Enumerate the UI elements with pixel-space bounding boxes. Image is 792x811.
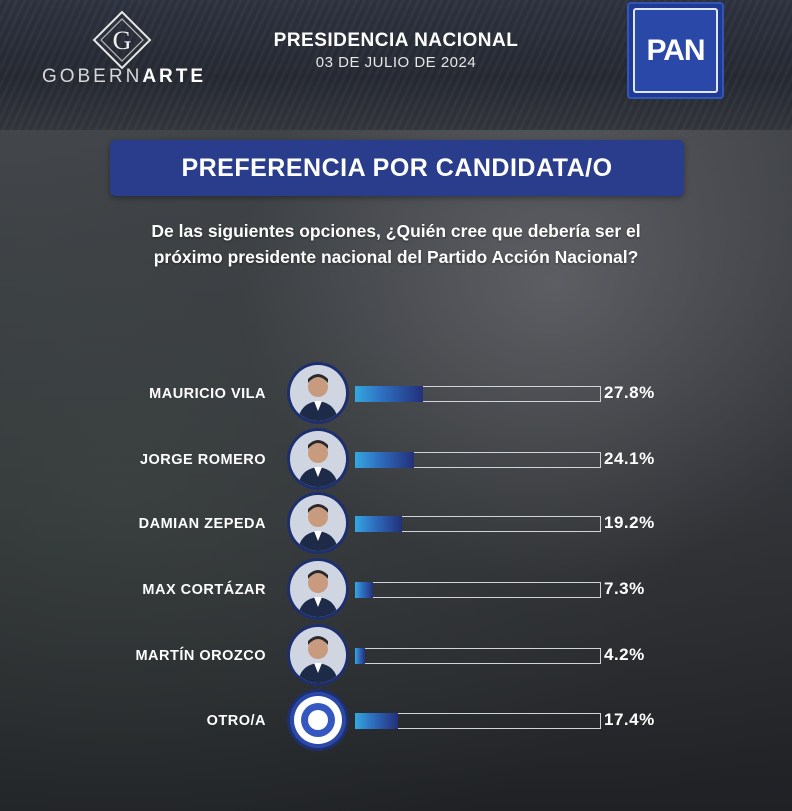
bar [355, 648, 366, 664]
chart-row: JORGE ROMERO 24.1% [0, 431, 792, 491]
chart-row: MAX CORTÁZAR 7.3% [0, 561, 792, 621]
candidate-avatar-icon [290, 431, 346, 487]
bar-track [355, 713, 601, 729]
question-line-2: próximo presidente nacional del Partido … [153, 247, 639, 267]
chart-row: MAURICIO VILA 27.8% [0, 365, 792, 425]
category-label: MAX CORTÁZAR [142, 582, 266, 598]
gobernarte-logo-icon: G [92, 10, 152, 70]
bar [355, 713, 398, 729]
bar [355, 582, 373, 598]
header-title: PRESIDENCIA NACIONAL [273, 30, 519, 51]
category-label: MAURICIO VILA [149, 386, 266, 402]
header-date: 03 DE JULIO DE 2024 [315, 54, 477, 71]
value-label: 19.2% [604, 513, 655, 532]
survey-question: De las siguientes opciones, ¿Quién cree … [80, 218, 712, 270]
chart-row: DAMIAN ZEPEDA 19.2% [0, 495, 792, 555]
category-label: DAMIAN ZEPEDA [138, 516, 266, 532]
value-label: 24.1% [604, 449, 655, 468]
chart-row: OTRO/A 17.4% [0, 692, 792, 752]
chart-row: MARTÍN OROZCO 4.2% [0, 627, 792, 687]
candidate-avatar-icon [290, 627, 346, 683]
bar [355, 452, 415, 468]
svg-text:G: G [113, 26, 132, 55]
bar-track [355, 648, 601, 664]
value-label: 27.8% [604, 383, 655, 402]
value-label: 4.2% [604, 645, 645, 664]
value-label: 7.3% [604, 579, 645, 598]
brand-name: GOBERNARTE [41, 66, 207, 87]
other-option-icon [290, 692, 346, 748]
bar-track [355, 386, 601, 402]
question-line-1: De las siguientes opciones, ¿Quién cree … [151, 221, 641, 241]
bar [355, 386, 424, 402]
bar-track [355, 516, 601, 532]
pan-party-logo: PAN [627, 2, 724, 99]
panel-title: PREFERENCIA POR CANDIDATA/O [110, 140, 684, 196]
pan-logo-text: PAN [633, 8, 718, 93]
bar [355, 516, 403, 532]
value-label: 17.4% [604, 710, 655, 729]
category-label: JORGE ROMERO [139, 452, 266, 468]
bar-track [355, 582, 601, 598]
category-label: MARTÍN OROZCO [135, 648, 266, 664]
candidate-avatar-icon [290, 561, 346, 617]
bar-track [355, 452, 601, 468]
category-label: OTRO/A [206, 713, 266, 729]
candidate-avatar-icon [290, 365, 346, 421]
candidate-avatar-icon [290, 495, 346, 551]
